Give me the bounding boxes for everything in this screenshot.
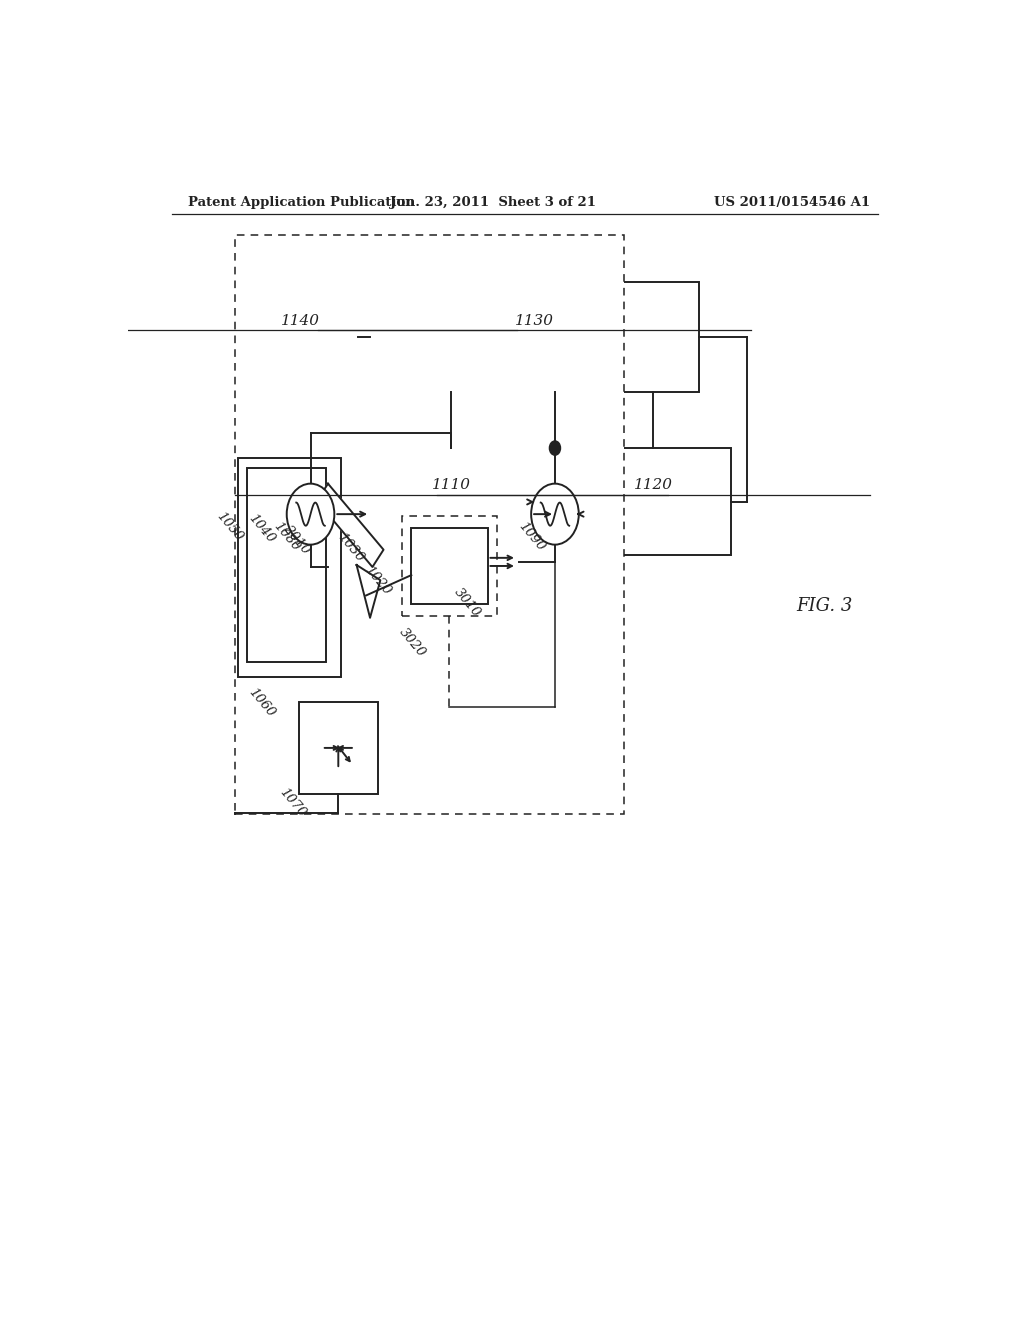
Polygon shape xyxy=(316,483,384,568)
Text: 1110: 1110 xyxy=(432,478,471,492)
Text: 1030: 1030 xyxy=(335,531,366,565)
Bar xyxy=(299,702,378,793)
Text: 1060: 1060 xyxy=(246,685,278,719)
Text: 1020: 1020 xyxy=(362,564,394,597)
Text: 1040: 1040 xyxy=(246,511,278,545)
Bar xyxy=(370,447,532,554)
Text: 1130: 1130 xyxy=(515,314,554,327)
Text: US 2011/0154546 A1: US 2011/0154546 A1 xyxy=(714,195,870,209)
Bar xyxy=(247,469,327,661)
Bar xyxy=(243,282,358,392)
Text: 1140: 1140 xyxy=(282,314,321,327)
Circle shape xyxy=(531,483,579,545)
Text: 3010: 3010 xyxy=(452,586,483,619)
Text: 3020: 3020 xyxy=(396,626,428,659)
Bar xyxy=(370,282,699,392)
Circle shape xyxy=(287,483,334,545)
Text: 1090: 1090 xyxy=(515,520,547,553)
Text: 1080: 1080 xyxy=(271,520,302,553)
Bar xyxy=(412,528,487,603)
Bar xyxy=(577,447,731,554)
Text: Jun. 23, 2011  Sheet 3 of 21: Jun. 23, 2011 Sheet 3 of 21 xyxy=(390,195,596,209)
Circle shape xyxy=(550,441,560,455)
Text: 1070: 1070 xyxy=(276,785,308,820)
Text: Patent Application Publication: Patent Application Publication xyxy=(187,195,415,209)
Polygon shape xyxy=(356,565,380,618)
Text: 1050: 1050 xyxy=(214,510,246,544)
Bar xyxy=(238,458,341,677)
Bar xyxy=(236,235,624,814)
Text: FIG. 3: FIG. 3 xyxy=(797,597,853,615)
Bar xyxy=(401,516,497,615)
Text: 1120: 1120 xyxy=(634,478,673,492)
Text: 2010: 2010 xyxy=(281,523,312,557)
